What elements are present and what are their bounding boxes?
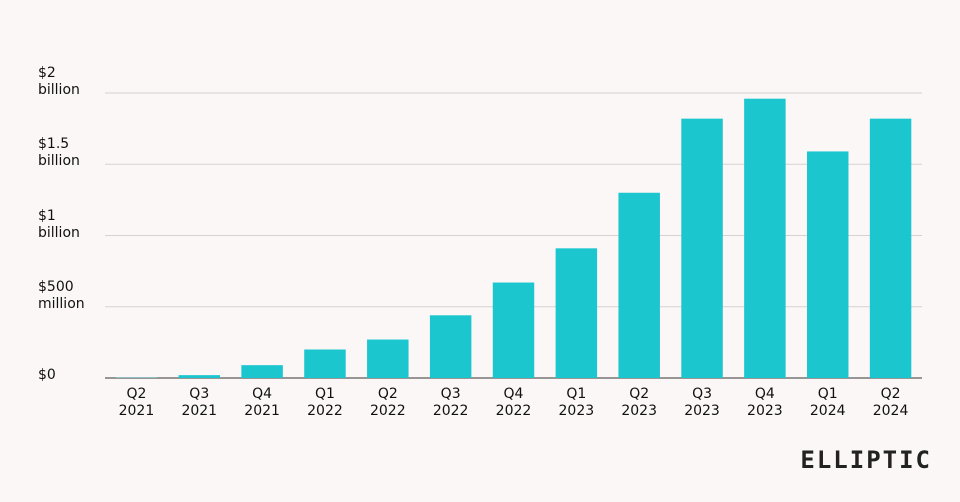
y-tick-label: $500 million — [38, 278, 85, 312]
x-tick-label: Q4 2022 — [495, 386, 532, 419]
x-tick-label: Q2 2023 — [621, 386, 657, 419]
y-tick-label: $0 — [38, 367, 56, 383]
bar — [806, 151, 849, 378]
y-tick-label: $2 billion — [38, 65, 80, 98]
bar — [869, 118, 912, 379]
logo: ELLIPTIC — [800, 446, 932, 474]
y-tick-label: $1.5 billion — [38, 136, 80, 170]
bar — [241, 365, 283, 378]
x-tick-label: Q3 2021 — [181, 386, 218, 419]
bar — [555, 248, 598, 378]
x-tick-label: Q1 2023 — [558, 386, 595, 419]
x-tick-label: Q3 2023 — [684, 386, 720, 419]
bar — [744, 98, 786, 378]
x-tick-label: Q2 2022 — [369, 386, 406, 419]
bar — [492, 282, 535, 378]
y-tick-label: $1 billion — [38, 207, 80, 241]
bar — [429, 315, 472, 378]
bar — [681, 118, 723, 379]
bar — [618, 192, 660, 378]
bar — [304, 349, 346, 378]
x-tick-label: Q2 2021 — [118, 386, 155, 419]
x-tick-label: Q4 2021 — [244, 386, 280, 419]
x-tick-label: Q1 2022 — [307, 386, 343, 419]
bar — [367, 339, 409, 378]
x-tick-label: Q4 2023 — [747, 386, 783, 419]
bar — [178, 375, 221, 378]
x-tick-label: Q1 2024 — [809, 386, 846, 419]
x-tick-label: Q3 2022 — [432, 386, 469, 419]
x-tick-label: Q2 2024 — [872, 386, 909, 419]
